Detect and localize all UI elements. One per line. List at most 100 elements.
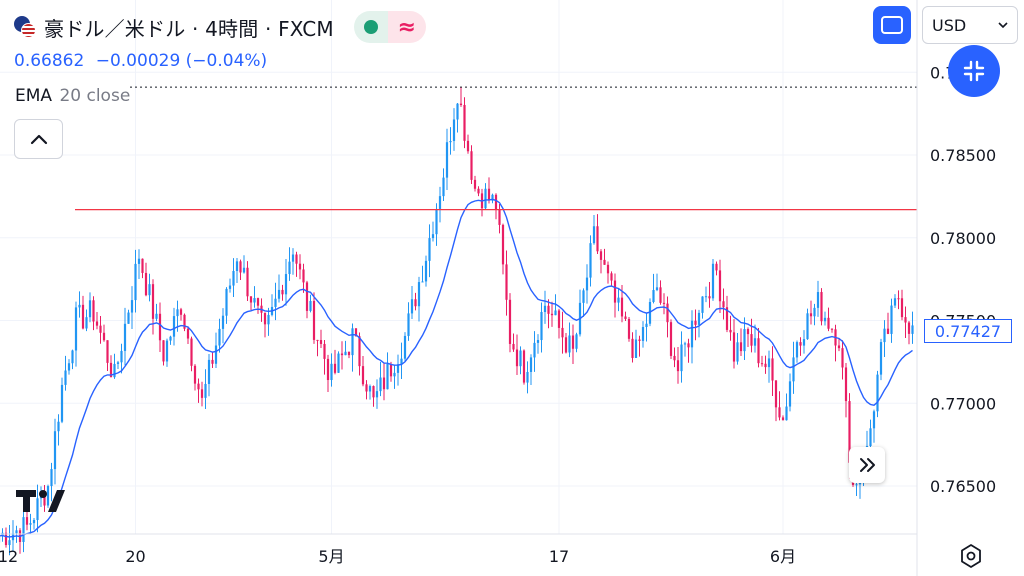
candle-body	[176, 309, 179, 317]
candle-body	[354, 328, 358, 337]
time-tick-label: 6月	[770, 547, 796, 566]
candlestick-series	[0, 87, 914, 556]
candle-body	[459, 103, 463, 105]
candle-body	[568, 335, 571, 353]
tradingview-logo[interactable]	[16, 488, 66, 514]
candle	[428, 224, 431, 278]
candle-body	[823, 317, 827, 322]
candle	[463, 97, 466, 149]
candle	[624, 311, 627, 322]
candle-body	[344, 351, 347, 356]
candle	[256, 297, 260, 314]
candle	[88, 292, 92, 323]
candle	[361, 356, 365, 387]
candle	[389, 361, 393, 382]
candle-body	[683, 343, 687, 345]
candle	[183, 313, 186, 332]
candle	[270, 294, 274, 317]
candle-body	[22, 517, 25, 542]
candle	[410, 286, 414, 320]
currency-flags-icon	[14, 16, 36, 38]
candle-body	[284, 274, 288, 295]
candle-body	[361, 366, 365, 385]
candle	[872, 409, 876, 443]
candle-body	[610, 273, 613, 281]
candle	[421, 265, 424, 283]
candle-body	[130, 300, 134, 313]
candle-body	[617, 297, 620, 303]
candle-body	[456, 103, 459, 120]
candle	[816, 280, 820, 317]
market-status-pill[interactable]: ≈	[353, 11, 426, 43]
candle	[225, 287, 228, 324]
candle-body	[452, 119, 456, 141]
candle	[326, 354, 330, 392]
candle-body	[771, 358, 774, 381]
candle-body	[312, 300, 316, 340]
candle-body	[445, 142, 449, 178]
candle-body	[8, 540, 11, 546]
candle-body	[71, 350, 74, 364]
candle-body	[74, 307, 78, 351]
candle	[95, 312, 99, 330]
candle	[827, 307, 830, 332]
candle	[515, 334, 519, 375]
candle	[722, 288, 725, 320]
currency-select[interactable]: USD	[922, 6, 1018, 44]
candle-body	[340, 353, 344, 356]
candle-body	[116, 362, 120, 364]
candle	[267, 307, 270, 336]
candle-body	[410, 299, 414, 314]
candle-body	[820, 292, 823, 322]
candle	[809, 300, 813, 325]
candle	[263, 312, 267, 338]
exit-fullscreen-button[interactable]	[948, 45, 1000, 97]
candle	[603, 248, 606, 265]
symbol-header[interactable]: 豪ドル／米ドル · 4時間 · FXCM ≈	[14, 11, 426, 43]
candle-body	[305, 282, 309, 311]
candle	[911, 311, 914, 344]
candle	[330, 353, 333, 387]
candle	[890, 298, 893, 343]
scroll-to-realtime-button[interactable]	[849, 447, 885, 483]
candle-body	[393, 372, 396, 377]
candle-body	[505, 264, 508, 300]
candle-body	[309, 300, 312, 311]
candle-body	[438, 196, 442, 209]
candle	[802, 330, 806, 354]
candle-body	[669, 322, 673, 356]
collapse-legend-button[interactable]	[14, 119, 63, 159]
settings-gear-icon[interactable]	[958, 543, 984, 569]
candle	[333, 349, 337, 375]
candle-body	[624, 316, 627, 319]
candle	[99, 315, 102, 344]
candle	[127, 309, 130, 324]
candle-body	[739, 342, 743, 352]
candle	[162, 340, 165, 366]
candle	[596, 214, 599, 254]
candle	[78, 291, 81, 318]
candle-body	[382, 377, 386, 390]
candle-body	[263, 312, 267, 325]
candle	[431, 221, 435, 242]
candle	[281, 284, 284, 301]
candle-body	[81, 304, 85, 329]
candle	[820, 288, 823, 326]
fullscreen-button[interactable]	[873, 6, 911, 44]
candle	[893, 294, 897, 309]
candle	[512, 333, 515, 352]
chevron-down-icon	[998, 22, 1008, 29]
candle	[466, 134, 470, 154]
candle	[785, 393, 788, 421]
candle	[365, 380, 368, 400]
candle	[358, 332, 361, 376]
candle	[120, 343, 123, 374]
candle-body	[802, 339, 806, 346]
indicator-legend[interactable]: EMA 20 close	[15, 86, 130, 106]
candle-body	[561, 327, 564, 338]
candle-body	[197, 383, 200, 390]
candle	[883, 320, 886, 358]
candle-body	[477, 188, 480, 194]
